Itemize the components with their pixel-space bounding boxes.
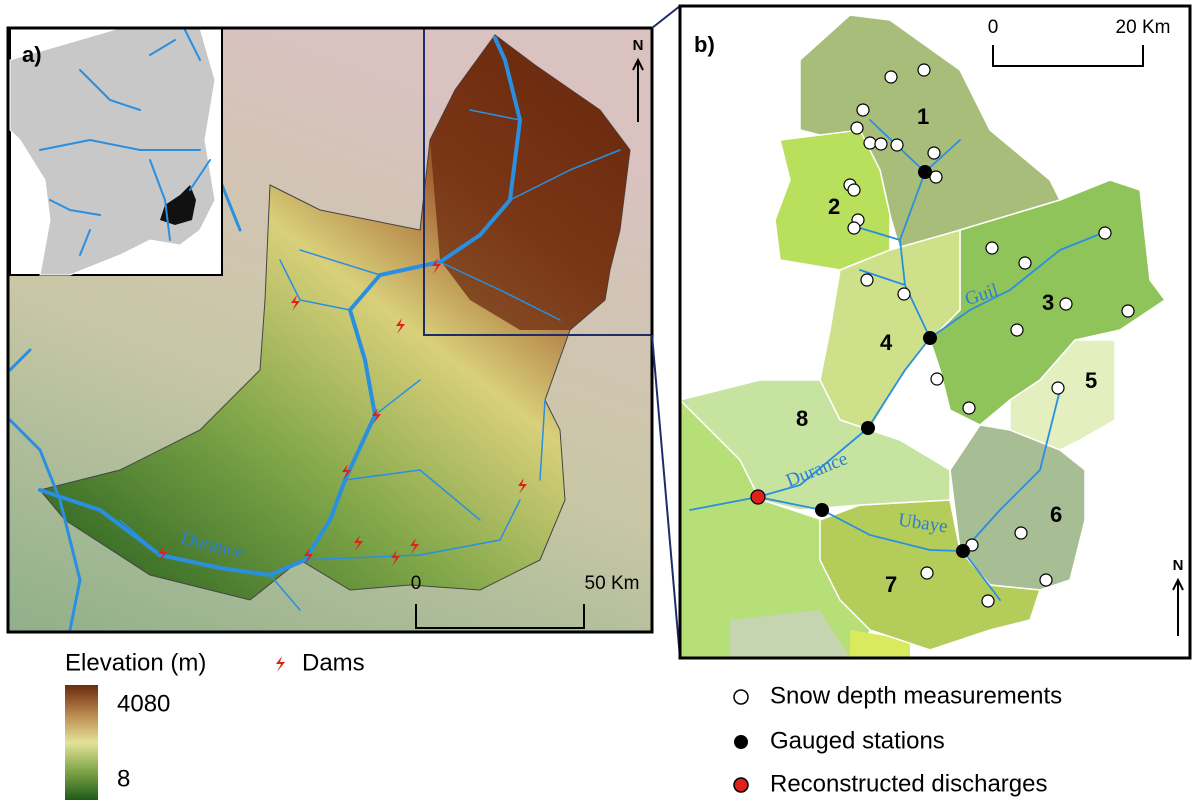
- subbasin-label: 8: [796, 406, 808, 431]
- subbasin-label: 7: [885, 572, 897, 597]
- legend-symbol: [733, 777, 749, 793]
- legend-symbol: [734, 735, 748, 749]
- snow-stations: [843, 63, 1135, 608]
- high-mountains: [430, 35, 630, 330]
- north-label: N: [1173, 557, 1184, 574]
- durance-inset: [160, 185, 196, 225]
- reconstructed-station: [750, 489, 766, 505]
- elevation-bar: [65, 685, 98, 800]
- subbasin-label: 1: [917, 104, 929, 129]
- subbasin-label: 3: [1042, 290, 1054, 315]
- durance-river: [38, 36, 522, 577]
- panel-border: [678, 4, 1192, 660]
- elevation-max: 4080: [117, 690, 170, 717]
- subbasin-label: 6: [1050, 502, 1062, 527]
- scale-bar: [415, 604, 585, 629]
- panel-b: 1 2 3 4 5 6 7 8 Guil Durance Ubaye b) 0 …: [678, 4, 1192, 660]
- outer-basins: [680, 380, 870, 658]
- outer-basins: [730, 610, 850, 658]
- panel-label: a): [22, 42, 42, 67]
- panel-border: [6, 26, 654, 634]
- north-arrow: [1172, 577, 1184, 636]
- north-arrow: [632, 57, 644, 122]
- scale-start: 0: [988, 17, 999, 38]
- elevation-title: Elevation (m): [65, 649, 206, 676]
- subbasin-label: 2: [828, 194, 840, 219]
- north-label: N: [633, 37, 644, 54]
- elevation-min: 8: [117, 765, 130, 792]
- subbasin-label: 4: [880, 330, 893, 355]
- legend-label: Reconstructed discharges: [770, 770, 1047, 797]
- scale-bar: [992, 45, 1144, 67]
- dam-symbol: [276, 656, 285, 672]
- outer-rivers: [8, 178, 242, 632]
- subbasin-label: 5: [1085, 368, 1097, 393]
- panel-a: Durance a) N 0 50 Km: [6, 26, 654, 634]
- scale-end: 20 Km: [1116, 17, 1171, 38]
- gauged-stations: [815, 165, 970, 558]
- scale-end: 50 Km: [585, 573, 640, 594]
- zoom-lines: [651, 5, 681, 659]
- tributaries: [119, 109, 621, 611]
- legend-label: Snow depth measurements: [770, 682, 1062, 709]
- dams-label: Dams: [302, 649, 365, 676]
- panel-label: b): [694, 32, 715, 57]
- subbasin-labels: 1 2 3 4 5 6 7 8: [796, 104, 1097, 597]
- legend-symbol: [733, 689, 749, 705]
- legend-b: Snow depth measurements Gauged stations …: [733, 682, 1062, 797]
- legend-label: Gauged stations: [770, 727, 945, 754]
- inset-rivers: [39, 29, 211, 256]
- legend-a: Elevation (m) Dams 4080 8: [65, 649, 365, 800]
- outer-basins: [850, 630, 910, 658]
- scale-start: 0: [411, 573, 422, 594]
